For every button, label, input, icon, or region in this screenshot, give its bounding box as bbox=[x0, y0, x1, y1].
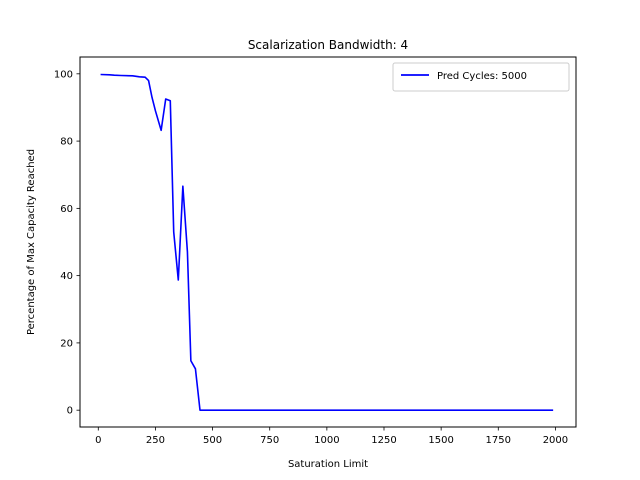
y-tick-label: 60 bbox=[60, 204, 73, 215]
y-axis-label: Percentage of Max Capacity Reached bbox=[26, 149, 37, 335]
y-tick-label: 100 bbox=[54, 69, 73, 80]
x-tick-label: 1000 bbox=[314, 435, 339, 446]
series-line bbox=[100, 73, 554, 411]
x-axis-ticks: 0 250 500 750 1000 1250 1500 1750 2000 bbox=[95, 427, 568, 446]
plot-area bbox=[79, 56, 577, 428]
x-axis-label: Saturation Limit bbox=[288, 459, 368, 470]
x-tick-label: 500 bbox=[203, 435, 222, 446]
y-tick-label: 20 bbox=[60, 338, 73, 349]
y-tick-label: 0 bbox=[67, 406, 73, 417]
x-tick-label: 250 bbox=[146, 435, 165, 446]
x-tick-label: 1250 bbox=[371, 435, 396, 446]
y-tick-label: 40 bbox=[60, 271, 73, 282]
x-tick-label: 1750 bbox=[486, 435, 511, 446]
x-tick-label: 1500 bbox=[428, 435, 453, 446]
x-tick-label: 750 bbox=[260, 435, 279, 446]
y-axis-ticks: 0 20 40 60 80 100 bbox=[54, 69, 80, 417]
x-tick-label: 2000 bbox=[543, 435, 568, 446]
x-tick-label: 0 bbox=[95, 435, 101, 446]
legend-label: Pred Cycles: 5000 bbox=[437, 71, 527, 82]
legend: Pred Cycles: 5000 bbox=[392, 62, 570, 92]
series-layer bbox=[100, 73, 554, 411]
y-tick-label: 80 bbox=[60, 137, 73, 148]
axes-frame bbox=[79, 56, 577, 428]
chart-title: Scalarization Bandwidth: 4 bbox=[248, 38, 408, 52]
legend-box bbox=[392, 62, 570, 92]
